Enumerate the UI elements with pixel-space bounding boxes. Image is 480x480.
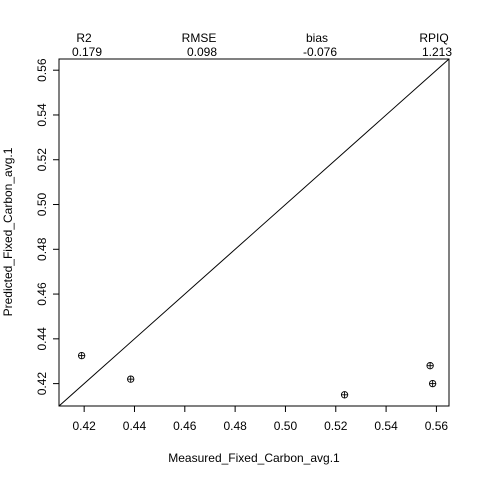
data-point bbox=[128, 376, 134, 382]
data-point bbox=[427, 363, 433, 369]
x-tick-label: 0.56 bbox=[425, 419, 449, 433]
y-tick-label: 0.42 bbox=[35, 372, 49, 396]
stat-value: 0.179 bbox=[72, 45, 102, 59]
data-points bbox=[78, 352, 435, 398]
stat-label: R2 bbox=[76, 31, 92, 45]
data-point bbox=[78, 352, 84, 358]
stat-label: RPIQ bbox=[419, 31, 448, 45]
x-tick-label: 0.44 bbox=[123, 419, 147, 433]
y-tick-label: 0.50 bbox=[35, 193, 49, 217]
x-tick-label: 0.50 bbox=[274, 419, 298, 433]
stat-label: bias bbox=[306, 31, 328, 45]
x-tick-label: 0.46 bbox=[173, 419, 197, 433]
y-tick-label: 0.48 bbox=[35, 237, 49, 261]
stat-label: RMSE bbox=[182, 31, 217, 45]
x-axis-label: Measured_Fixed_Carbon_avg.1 bbox=[168, 451, 340, 465]
y-axis-label: Predicted_Fixed_Carbon_avg.1 bbox=[1, 147, 15, 316]
x-axis: 0.42 0.44 0.46 0.48 0.50 0.52 0.54 0.56 bbox=[72, 406, 448, 433]
stat-value: 1.213 bbox=[422, 45, 452, 59]
y-tick-label: 0.54 bbox=[35, 103, 49, 127]
y-tick-label: 0.46 bbox=[35, 282, 49, 306]
one-to-one-line bbox=[59, 59, 449, 406]
x-tick-label: 0.48 bbox=[223, 419, 247, 433]
data-point bbox=[341, 392, 347, 398]
y-tick-label: 0.56 bbox=[35, 58, 49, 82]
y-tick-label: 0.44 bbox=[35, 327, 49, 351]
y-axis: 0.42 0.44 0.46 0.48 0.50 0.52 0.54 0.56 bbox=[35, 58, 59, 395]
stat-value: 0.098 bbox=[187, 45, 217, 59]
x-tick-label: 0.54 bbox=[374, 419, 398, 433]
x-tick-label: 0.52 bbox=[324, 419, 348, 433]
stat-value: -0.076 bbox=[303, 45, 337, 59]
y-tick-label: 0.52 bbox=[35, 148, 49, 172]
data-point bbox=[429, 380, 435, 386]
x-tick-label: 0.42 bbox=[72, 419, 96, 433]
